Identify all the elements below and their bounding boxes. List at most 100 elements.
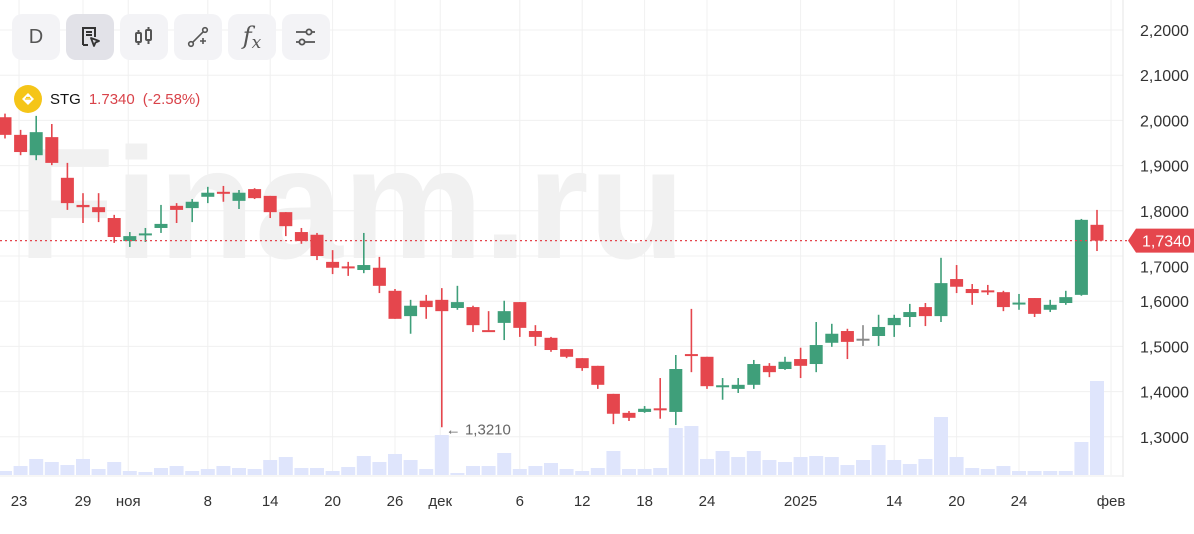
volume-bar: [29, 459, 44, 475]
candle-body: [107, 218, 121, 238]
candle-body: [294, 232, 308, 242]
candle-body: [606, 393, 620, 414]
candle-body: [762, 365, 776, 373]
candle-body: [840, 331, 854, 342]
y-tick-label: 1,4000: [1140, 385, 1189, 402]
candle-body: [419, 300, 433, 308]
candle-body: [123, 236, 137, 242]
y-tick-label: 2,2000: [1140, 23, 1189, 40]
volume-bar: [996, 466, 1011, 475]
candle-body: [450, 302, 464, 308]
ticker-symbol: STG: [50, 90, 81, 108]
chart-type-button[interactable]: [120, 14, 168, 60]
volume-bar: [949, 457, 964, 475]
candle-body: [513, 302, 527, 328]
watermark: Finam.ru: [18, 116, 685, 292]
last-price-badge: [1128, 228, 1194, 253]
x-tick-label: фев: [1097, 493, 1126, 510]
volume-bar: [294, 468, 309, 475]
candle-body: [60, 177, 74, 204]
min-price-label: ← 1,3210: [446, 421, 511, 438]
volume-bars: [0, 381, 1104, 475]
candle-body: [14, 134, 28, 153]
y-tick-label: 2,1000: [1140, 68, 1189, 85]
volume-bar: [138, 472, 153, 475]
candle-body: [887, 317, 901, 326]
x-tick-label: 20: [324, 493, 341, 510]
ticker-info: STG 1.7340 (-2.58%): [14, 85, 200, 113]
volume-bar: [684, 426, 699, 475]
volume-bar: [76, 459, 90, 475]
x-tick-label: дек: [428, 493, 452, 510]
candle-body: [1059, 297, 1073, 304]
y-tick-label: 1,6000: [1140, 294, 1189, 311]
x-tick-label: 8: [204, 493, 212, 510]
min-annotation: ← 1,3210: [446, 421, 511, 438]
candle-body: [934, 283, 948, 317]
candle-body: [544, 337, 558, 351]
candle-body: [856, 338, 870, 341]
x-tick-label: 24: [699, 493, 716, 510]
volume-bar: [356, 456, 371, 475]
candlestick-icon: [135, 27, 152, 45]
candle-body: [575, 358, 589, 369]
candle-body: [29, 132, 43, 156]
candle-body: [731, 384, 745, 389]
y-tick-label: 1,9000: [1140, 159, 1189, 176]
candle-body: [903, 312, 917, 318]
candle-body: [653, 408, 667, 411]
volume-bar: [856, 460, 870, 475]
x-tick-label: 2025: [784, 493, 817, 510]
indicators-button[interactable]: fx: [228, 14, 276, 60]
x-tick-label: 29: [75, 493, 92, 510]
x-tick-label: 20: [948, 493, 965, 510]
candle-body: [996, 292, 1010, 308]
x-tick-label: 12: [574, 493, 591, 510]
x-tick-label: ноя: [116, 493, 141, 510]
volume-bar: [481, 466, 496, 475]
volume-bar: [778, 462, 792, 475]
candle-body: [778, 361, 792, 369]
volume-bar: [902, 464, 917, 475]
volume-bar: [731, 457, 746, 475]
candle-body: [872, 326, 886, 337]
ticker-change: (-2.58%): [142, 90, 201, 108]
y-tick-label: 1,7000: [1140, 260, 1189, 277]
volume-bar: [372, 462, 387, 475]
volume-bar: [528, 466, 543, 475]
volume-bar: [434, 435, 449, 475]
candle-body: [341, 266, 355, 269]
candle-body: [825, 333, 839, 343]
volume-bar: [606, 451, 621, 475]
candle-body: [185, 201, 199, 209]
volume-bar: [559, 469, 574, 475]
document-cursor-button[interactable]: [66, 14, 114, 60]
volume-bar: [746, 451, 761, 475]
volume-bar: [980, 469, 995, 475]
volume-bar: [325, 471, 340, 475]
volume-bar: [13, 466, 28, 475]
volume-bar: [622, 469, 636, 475]
volume-bar: [700, 459, 714, 475]
volume-bar: [341, 467, 356, 475]
volume-bar: [793, 457, 808, 475]
candle-body: [232, 192, 246, 201]
volume-bar: [590, 468, 605, 475]
volume-bar: [466, 466, 480, 475]
volume-bar: [1058, 471, 1073, 475]
volume-bar: [1043, 471, 1058, 475]
y-axis[interactable]: 2,2000 2,1000 2,0000 1,9000 1,8000 1,7000 1,60…: [1128, 23, 1194, 447]
volume-bar: [200, 469, 215, 475]
candle-body: [372, 267, 386, 286]
candle-body: [591, 365, 605, 385]
candle-body: [1043, 304, 1057, 310]
drawing-tools-button[interactable]: [174, 14, 222, 60]
interval-button[interactable]: D: [12, 14, 60, 60]
volume-bar: [1090, 381, 1104, 475]
settings-button[interactable]: [282, 14, 330, 60]
candle-body: [388, 290, 402, 319]
x-axis[interactable]: 23 29 ноя 8 14 20 26 дек 6 12 18 24 2025 14 20 24 фев: [11, 493, 1126, 510]
volume-bar: [403, 460, 418, 475]
volume-bar: [871, 445, 886, 475]
